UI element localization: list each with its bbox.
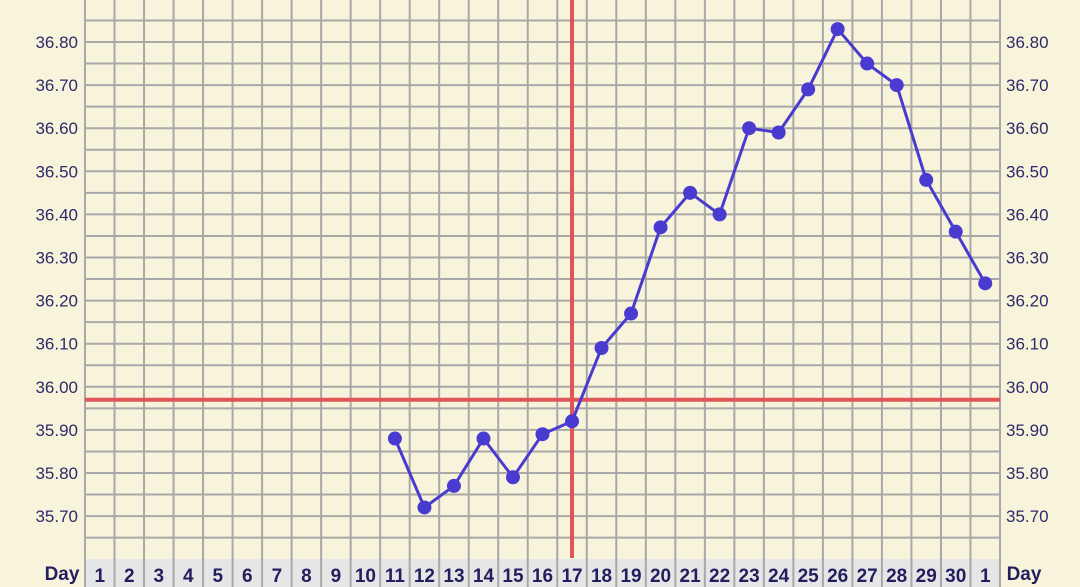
x-axis-label-right: Day xyxy=(1007,564,1042,585)
x-tick-label: 23 xyxy=(739,566,760,587)
y-tick-label-left: 36.20 xyxy=(35,292,78,311)
data-point xyxy=(624,306,639,321)
y-tick-label-left: 36.40 xyxy=(35,205,78,224)
x-tick-label: 30 xyxy=(945,566,966,587)
y-tick-label-right: 35.80 xyxy=(1006,464,1049,483)
x-tick-label: 18 xyxy=(591,566,612,587)
x-tick-label: 16 xyxy=(532,566,553,587)
x-axis: 1 2 3 4 5 6 7 8 9 10 11 12 13 14 15 16 17 18 19 20 21 22 23 24 2… xyxy=(84,558,1001,587)
y-tick-label-left: 36.60 xyxy=(35,119,78,138)
data-point xyxy=(653,220,668,235)
x-tick-label: 4 xyxy=(183,566,194,587)
data-point xyxy=(948,224,963,239)
x-tick-label: 25 xyxy=(798,566,820,587)
x-tick-label: 13 xyxy=(443,566,464,587)
x-tick-label: 6 xyxy=(242,566,253,587)
data-point xyxy=(683,185,698,200)
x-tick-label: 7 xyxy=(272,566,283,587)
data-point xyxy=(594,341,609,356)
data-point xyxy=(476,431,491,446)
x-tick-label: 3 xyxy=(154,566,165,587)
y-tick-label-right: 36.70 xyxy=(1006,76,1049,95)
x-tick-label: 26 xyxy=(827,566,848,587)
x-tick-label: 2 xyxy=(124,566,135,587)
x-tick-label: 19 xyxy=(620,566,641,587)
data-point xyxy=(830,22,845,37)
x-tick-label: 28 xyxy=(886,566,907,587)
x-tick-label: 24 xyxy=(768,566,790,587)
y-tick-label-right: 36.40 xyxy=(1006,205,1049,224)
y-tick-label-right: 36.80 xyxy=(1006,33,1049,52)
data-point xyxy=(535,427,550,442)
data-point xyxy=(801,82,816,97)
x-tick-label: 27 xyxy=(857,566,878,587)
reference-lines xyxy=(85,0,1000,558)
data-point xyxy=(387,431,402,446)
y-tick-label-left: 36.10 xyxy=(35,335,78,354)
y-tick-label-right: 35.90 xyxy=(1006,421,1049,440)
data-point xyxy=(417,500,432,515)
data-point xyxy=(889,78,904,93)
data-point xyxy=(978,276,993,291)
temperature-series xyxy=(387,22,993,515)
x-tick-label: 17 xyxy=(561,566,582,587)
y-tick-label-right: 36.50 xyxy=(1006,162,1049,181)
y-tick-label-left: 35.80 xyxy=(35,464,78,483)
data-point xyxy=(860,56,875,71)
x-tick-label: 9 xyxy=(331,566,342,587)
y-tick-label-left: 36.80 xyxy=(35,33,78,52)
x-tick-label: 1 xyxy=(980,566,991,587)
y-tick-label-right: 35.70 xyxy=(1006,507,1049,526)
x-tick-label: 22 xyxy=(709,566,730,587)
x-tick-label: 29 xyxy=(916,566,937,587)
x-tick-label: 14 xyxy=(473,566,495,587)
x-tick-label: 11 xyxy=(385,566,406,587)
x-tick-label: 10 xyxy=(355,566,376,587)
x-axis-label-left: Day xyxy=(45,564,80,585)
x-axis-band xyxy=(85,559,1000,587)
y-tick-label-left: 36.30 xyxy=(35,249,78,268)
y-tick-label-left: 36.00 xyxy=(35,378,78,397)
data-point xyxy=(771,125,786,140)
y-tick-label-right: 36.10 xyxy=(1006,335,1049,354)
x-tick-label: 1 xyxy=(94,566,105,587)
y-tick-label-right: 36.00 xyxy=(1006,378,1049,397)
x-tick-label: 21 xyxy=(680,566,702,587)
y-tick-label-right: 36.60 xyxy=(1006,119,1049,138)
y-tick-label-left: 36.70 xyxy=(35,76,78,95)
y-tick-label-left: 35.70 xyxy=(35,507,78,526)
data-point xyxy=(565,414,580,429)
y-tick-label-left: 36.50 xyxy=(35,162,78,181)
x-tick-label: 15 xyxy=(502,566,524,587)
x-tick-label: 5 xyxy=(213,566,224,587)
x-tick-label: 8 xyxy=(301,566,312,587)
data-point xyxy=(712,207,727,222)
y-tick-label-right: 36.30 xyxy=(1006,249,1049,268)
x-tick-label: 20 xyxy=(650,566,671,587)
x-tick-label: 12 xyxy=(414,566,435,587)
data-point xyxy=(446,478,461,493)
data-point xyxy=(505,470,520,485)
data-point xyxy=(742,121,757,136)
grid xyxy=(84,0,1001,587)
y-tick-label-left: 35.90 xyxy=(35,421,78,440)
y-axis-labels: 36.80 36.80 36.70 36.70 36.60 36.60 36.50 36.50… xyxy=(35,33,1048,526)
data-point xyxy=(919,172,934,187)
y-tick-label-right: 36.20 xyxy=(1006,292,1049,311)
